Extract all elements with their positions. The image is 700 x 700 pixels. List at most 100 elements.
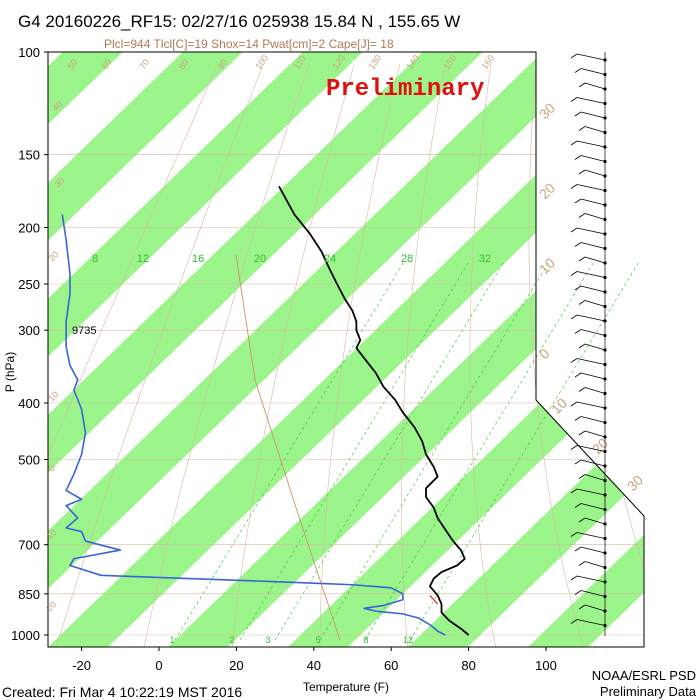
dry-adiabat [673, 64, 700, 647]
mixing-ratio-label: 20 [254, 253, 266, 265]
y-tick-label: 200 [18, 221, 40, 236]
wind-barb-flag [578, 256, 586, 262]
wind-barb [584, 430, 606, 438]
dry-adiabat-label: 60 [99, 57, 113, 71]
wind-barb-flag [570, 358, 578, 363]
wind-barb-flag [578, 387, 586, 392]
wind-barb [576, 97, 606, 104]
wind-barb-flag [578, 213, 586, 218]
wind-barb-flag [570, 532, 578, 537]
wind-barb-flag [570, 140, 578, 146]
wind-barb [580, 590, 606, 597]
green-band [48, 52, 288, 647]
wind-barb [580, 198, 606, 206]
mixing-ratio-line [364, 259, 596, 641]
y-tick-label: 1000 [11, 628, 40, 643]
wind-barb-flag [570, 53, 578, 59]
mixing-ratio-low-label: 2 [229, 635, 234, 645]
wind-barb [584, 604, 606, 612]
wind-profile [570, 52, 607, 636]
dry-adiabat-label: 100 [253, 53, 270, 71]
mixing-ratio-low-label: 3 [265, 635, 270, 645]
wind-barb-flag [570, 314, 578, 320]
y-tick-label: 500 [18, 452, 40, 467]
wind-barb [580, 459, 606, 467]
wind-barb-flag [574, 68, 582, 73]
wind-barb [576, 53, 606, 61]
mixing-ratio-label: 12 [137, 253, 149, 265]
y-tick-label: 850 [18, 587, 40, 602]
preliminary-watermark: Preliminary [326, 76, 484, 103]
wind-barb [576, 532, 606, 539]
wind-barb [580, 285, 606, 293]
parcel-line [429, 594, 439, 605]
wind-barb-flag [574, 242, 582, 247]
created-timestamp: Created: Fri Mar 4 10:22:19 MST 2016 [2, 684, 242, 700]
wind-barb [580, 329, 606, 336]
mixing-ratio-line [174, 259, 406, 641]
wind-barb-flag [574, 155, 582, 160]
left-temp-label: 0 [46, 463, 57, 474]
mixing-ratio-label: 16 [192, 253, 204, 265]
mixing-ratio-line [319, 259, 551, 641]
dewpoint-line [61, 214, 446, 636]
wind-barb [576, 140, 606, 148]
dry-adiabat-label: 70 [137, 57, 151, 71]
mixing-ratio-label: 8 [92, 253, 98, 265]
wind-barb [580, 503, 606, 510]
wind-barb-flag [570, 445, 578, 450]
dry-adiabat [55, 64, 264, 647]
wind-barb [580, 546, 606, 554]
wind-barb-flag [574, 546, 582, 552]
wind-barb [580, 155, 606, 162]
mixing-ratio-label: 24 [324, 253, 336, 265]
y-tick-label: 700 [18, 538, 40, 553]
parcel-curve [235, 254, 341, 641]
preliminary-data-label: Preliminary Data [600, 684, 697, 699]
wind-barb [576, 401, 606, 409]
wind-barb [576, 227, 606, 235]
organization-label: NOAA/ESRL PSD [592, 668, 696, 683]
dry-adiabat [143, 64, 310, 647]
x-tick-label: 80 [461, 658, 475, 673]
right-temp-label: 30 [536, 100, 558, 122]
wind-barb [584, 126, 606, 133]
y-tick-label: 400 [18, 396, 40, 411]
wind-barb-flag [574, 503, 582, 508]
wind-barb [580, 372, 606, 380]
dry-adiabat-label: 90 [215, 57, 229, 71]
temperature-line [278, 185, 470, 636]
dry-adiabat-label: 130 [366, 53, 383, 71]
green-bands [48, 52, 644, 647]
height-annotation: 9735 [72, 325, 96, 337]
wind-barb-flag [570, 184, 578, 189]
x-tick-label: 40 [307, 658, 321, 673]
wind-barb [576, 184, 606, 191]
mixing-ratio-low-label: 12 [403, 635, 413, 645]
x-axis-title: Temperature (F) [303, 680, 389, 694]
wind-barb-flag [570, 401, 578, 407]
page-title: G4 20160226_RF15: 02/27/16 025938 15.84 … [18, 12, 461, 31]
x-tick-label: 60 [384, 658, 398, 673]
right-temp-label: 30 [624, 472, 646, 494]
wind-barb-flag [570, 227, 578, 233]
mixing-ratio-lines [174, 259, 641, 641]
dry-adiabat [469, 64, 496, 647]
dry-adiabat-label: 50 [65, 57, 79, 71]
wind-barb-flag [578, 343, 586, 349]
wind-barb [584, 300, 606, 307]
sounding-indices: Plcl=944 Tlcl[C]=19 Shox=14 Pwat[cm]=2 C… [104, 37, 394, 51]
green-band [48, 52, 408, 647]
y-tick-label: 100 [18, 45, 40, 60]
wind-barb [576, 488, 606, 496]
wind-barb-flag [578, 561, 586, 566]
wind-barb [584, 82, 606, 90]
y-axis-title: P (hPa) [3, 352, 17, 392]
wind-barb-flag [570, 619, 578, 624]
left-temp-label: 20 [44, 599, 58, 613]
wind-barb-flag [578, 474, 586, 479]
mixing-ratio-line [409, 259, 641, 641]
wind-barb-flag [570, 488, 578, 494]
